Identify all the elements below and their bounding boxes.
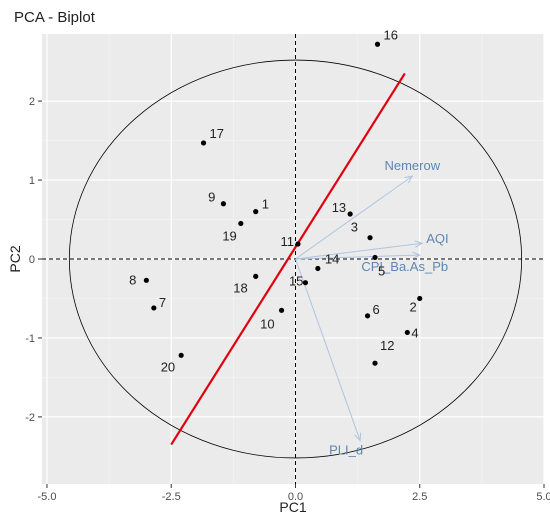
point-label: 8 [129,272,136,287]
point-label: 19 [222,228,236,243]
point-16 [374,41,381,47]
point-12 [372,360,378,366]
vector-arrowhead [414,240,424,248]
vector-CPI_Ba.As_Pb [295,254,420,260]
x-tick-label: 2.5 [412,491,427,503]
x-tick-label: 0.0 [288,491,303,503]
regression-line-stroke [170,72,406,446]
y-tick-label: -1 [25,333,35,345]
vector-label: CPI_Ba.As_Pb [361,259,448,274]
point-label: 5 [378,263,385,278]
point-2 [417,295,423,302]
point-14 [315,265,321,272]
point-4 [404,329,410,336]
point-15 [302,280,309,286]
point-label: 13 [332,200,346,215]
y-tick-label: 0 [29,254,35,266]
point-17 [200,140,207,146]
point-1 [253,209,259,215]
point-20 [178,352,184,358]
point-label: 15 [289,274,303,289]
point-label: 12 [380,338,394,353]
point-label: 16 [383,27,397,42]
point-10 [278,307,285,313]
chart-title: PCA - Biplot [14,9,96,26]
vector-label: Nemerow [384,158,440,173]
x-axis-title: PC1 [279,499,306,515]
variable-vectors: Nemerow AQI CPI_Ba.As_Pb PLI_d [295,158,449,458]
point-label: 11 [280,234,294,249]
point-13 [347,211,353,217]
point-19 [238,220,244,227]
vector-AQI [295,242,423,260]
circle-outline [68,59,523,459]
x-tick-label: -5.0 [37,491,56,503]
point-label: 3 [351,220,358,235]
point-11 [295,241,301,247]
vector-Nemerow [295,175,413,260]
vector-label: AQI [426,231,448,246]
y-tick-label: -2 [25,412,35,424]
point-label: 20 [161,359,175,374]
vector-PLI_d [295,258,361,441]
point-label: 17 [210,126,224,141]
point-5 [372,254,378,261]
point-label: 6 [373,302,380,317]
x-tick-label: -2.5 [162,491,181,503]
vector-arrowhead [412,251,421,259]
correlation-circle [68,59,523,459]
y-axis-title: PC2 [7,245,23,272]
regression-line [170,72,406,446]
grid [42,34,545,484]
point-3 [367,235,373,241]
point-label: 14 [325,251,339,266]
vector-arrowhead [354,432,362,442]
point-label: 18 [233,280,247,295]
point-9 [220,201,227,207]
point-label: 7 [159,295,166,310]
point-8 [143,277,149,283]
x-tick-label: 5.0 [536,491,550,503]
point-label: 10 [260,316,274,331]
point-18 [253,273,259,279]
point-7 [151,305,157,311]
point-label: 9 [208,190,215,205]
point-label: 2 [410,299,417,314]
point-6 [364,313,371,319]
y-tick-label: 2 [29,96,35,108]
vector-label: PLI_d [329,443,363,458]
vector-arrowhead [404,175,414,184]
point-label: 4 [411,325,418,340]
y-tick-label: 1 [29,175,35,187]
point-label: 1 [262,197,269,212]
